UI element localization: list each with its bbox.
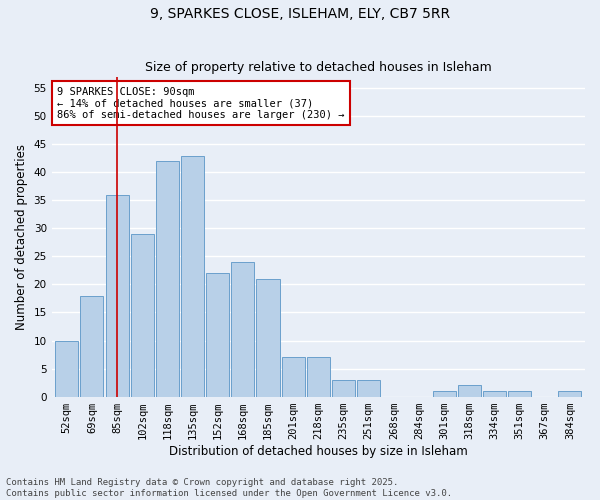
Bar [256,279,280,396]
Bar [357,380,380,396]
Bar [559,391,581,396]
Text: 9 SPARKES CLOSE: 90sqm
← 14% of detached houses are smaller (37)
86% of semi-det: 9 SPARKES CLOSE: 90sqm ← 14% of detached… [57,86,344,120]
Bar [80,296,103,396]
Bar [206,274,229,396]
Bar [307,358,330,397]
Bar [458,386,481,396]
Title: Size of property relative to detached houses in Isleham: Size of property relative to detached ho… [145,62,492,74]
Bar [156,161,179,396]
Bar [55,340,79,396]
Bar [106,195,128,396]
Bar [281,358,305,397]
Bar [231,262,254,396]
Bar [131,234,154,396]
Text: 9, SPARKES CLOSE, ISLEHAM, ELY, CB7 5RR: 9, SPARKES CLOSE, ISLEHAM, ELY, CB7 5RR [150,8,450,22]
Bar [332,380,355,396]
Bar [181,156,204,396]
Bar [433,391,455,396]
Y-axis label: Number of detached properties: Number of detached properties [15,144,28,330]
Text: Contains HM Land Registry data © Crown copyright and database right 2025.
Contai: Contains HM Land Registry data © Crown c… [6,478,452,498]
Bar [483,391,506,396]
X-axis label: Distribution of detached houses by size in Isleham: Distribution of detached houses by size … [169,444,468,458]
Bar [508,391,531,396]
